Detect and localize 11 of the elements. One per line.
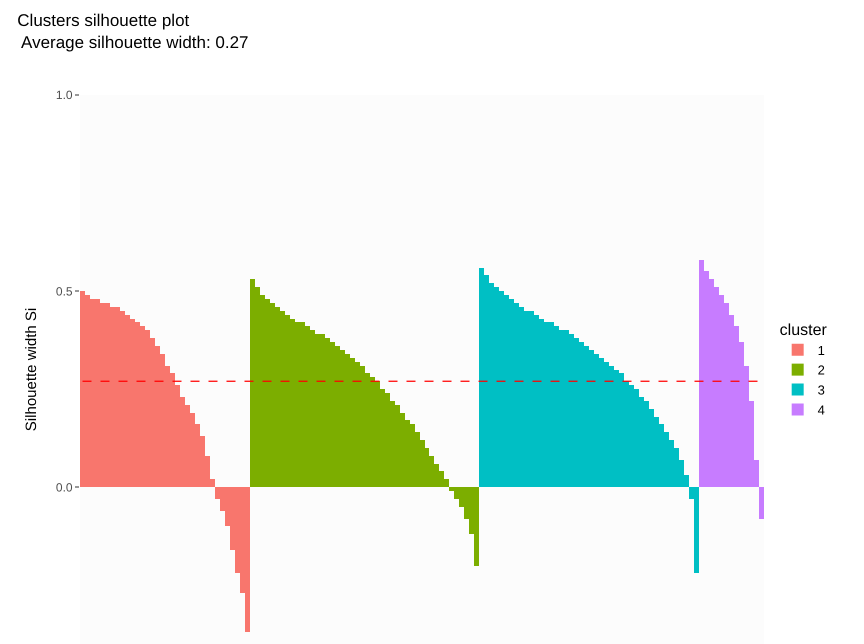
y-tick-label: 0.0	[56, 480, 73, 494]
legend-label: 4	[818, 402, 825, 418]
chart-title: Clusters silhouette plot Average silhouette width: 0.27	[17, 10, 249, 52]
legend-label: 2	[818, 362, 825, 378]
legend-label: 3	[818, 382, 825, 398]
y-tick-label: 1.0	[56, 88, 73, 102]
bar	[759, 487, 764, 519]
y-axis-title: Silhouette width Si	[23, 308, 40, 432]
y-tick-label: 0.5	[56, 284, 73, 298]
legend-label: 1	[818, 342, 825, 358]
legend-title: cluster	[780, 322, 828, 339]
